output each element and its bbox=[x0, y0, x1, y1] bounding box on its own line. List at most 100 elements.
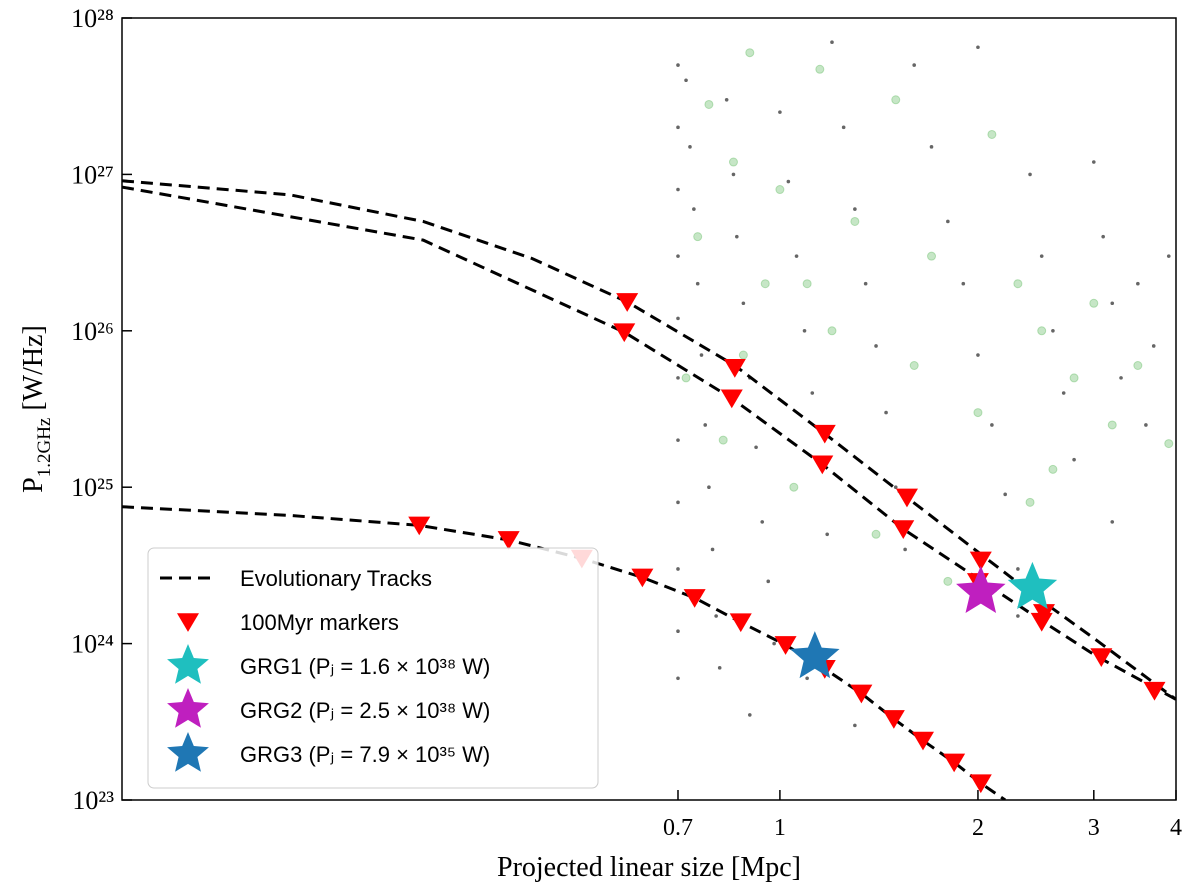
highlight-point bbox=[681, 373, 691, 383]
source-point bbox=[684, 78, 688, 83]
x-tick-label: 4 bbox=[1170, 815, 1182, 841]
source-point bbox=[710, 547, 715, 552]
highlight-point bbox=[728, 157, 738, 167]
highlight-point bbox=[1164, 439, 1174, 449]
source-point bbox=[717, 666, 722, 670]
legend-star bbox=[167, 732, 209, 772]
source-point bbox=[692, 207, 696, 211]
legend-triangle bbox=[177, 613, 199, 632]
highlight-point bbox=[827, 326, 837, 336]
source-point bbox=[1051, 329, 1055, 333]
source-point bbox=[676, 676, 680, 681]
highlight-point bbox=[738, 350, 748, 360]
highlight-point bbox=[1133, 360, 1143, 370]
x-axis-label: Projected linear size [Mpc] bbox=[497, 852, 801, 883]
age-marker bbox=[729, 613, 752, 633]
source-point bbox=[676, 629, 680, 634]
source-point bbox=[912, 63, 916, 67]
grg-star bbox=[1007, 561, 1058, 609]
age-marker bbox=[892, 520, 915, 539]
highlight-point bbox=[943, 576, 953, 586]
source-point bbox=[893, 485, 898, 490]
source-point bbox=[676, 500, 680, 505]
highlight-point bbox=[802, 279, 812, 289]
grg-star bbox=[956, 565, 1006, 613]
source-point bbox=[1144, 423, 1148, 427]
source-point bbox=[676, 63, 680, 67]
source-point bbox=[676, 438, 680, 442]
source-point bbox=[841, 125, 846, 130]
highlight-point bbox=[1025, 497, 1035, 507]
highlight-point bbox=[973, 408, 983, 418]
age-marker bbox=[497, 531, 520, 550]
y-tick-label: 10²⁶ bbox=[71, 317, 114, 346]
source-point bbox=[805, 676, 809, 681]
legend-label: 100Myr markers bbox=[240, 610, 399, 635]
age-marker bbox=[720, 389, 743, 409]
highlight-point bbox=[1089, 298, 1099, 308]
highlight-point bbox=[909, 360, 919, 370]
source-point bbox=[1016, 614, 1020, 618]
source-point bbox=[1110, 520, 1115, 524]
source-point bbox=[676, 376, 680, 380]
source-point bbox=[735, 234, 739, 239]
age-marker bbox=[943, 753, 966, 773]
source-point bbox=[676, 254, 680, 258]
highlight-point bbox=[745, 48, 755, 58]
y-tick-label: 10²³ bbox=[72, 786, 114, 815]
x-tick-label: 3 bbox=[1088, 815, 1100, 841]
legend-star bbox=[167, 644, 209, 684]
age-marker bbox=[811, 455, 834, 475]
highlight-point bbox=[760, 279, 770, 289]
highlight-point bbox=[1069, 373, 1079, 383]
age-marker bbox=[813, 424, 836, 444]
source-point bbox=[794, 254, 799, 258]
source-point bbox=[1110, 301, 1115, 306]
source-point bbox=[1072, 457, 1076, 462]
source-point bbox=[724, 97, 729, 102]
y-label-main: P bbox=[18, 477, 49, 493]
source-point bbox=[853, 207, 857, 211]
y-axis-label: P1.2GHz [W/Hz] bbox=[18, 325, 55, 493]
source-point bbox=[688, 145, 692, 149]
source-point bbox=[1119, 376, 1123, 380]
age-marker bbox=[911, 731, 934, 751]
highlight-point bbox=[693, 232, 703, 242]
source-point bbox=[714, 614, 718, 618]
highlight-point bbox=[871, 529, 881, 539]
source-point bbox=[707, 485, 711, 490]
source-point bbox=[874, 344, 878, 348]
age-marker bbox=[1143, 681, 1166, 701]
plot-area bbox=[122, 40, 1176, 800]
source-point bbox=[754, 445, 758, 450]
age-marker bbox=[613, 323, 636, 343]
source-point bbox=[825, 532, 829, 537]
legend-star bbox=[167, 688, 209, 728]
evolutionary-track bbox=[122, 505, 1007, 800]
age-marker bbox=[683, 589, 706, 608]
highlight-point bbox=[1107, 420, 1117, 430]
source-point bbox=[699, 353, 704, 357]
age-marker bbox=[895, 488, 918, 508]
source-point bbox=[778, 110, 782, 114]
source-point bbox=[1166, 254, 1171, 258]
y-label-sub: 1.2GHz bbox=[34, 418, 55, 478]
highlight-point bbox=[718, 435, 728, 445]
source-point bbox=[772, 641, 776, 646]
age-marker bbox=[882, 710, 905, 729]
highlight-point bbox=[891, 95, 901, 105]
highlight-point bbox=[704, 99, 714, 109]
age-marker bbox=[723, 358, 746, 378]
x-tick-label: 2 bbox=[972, 815, 984, 841]
highlight-point bbox=[1013, 279, 1023, 289]
source-point bbox=[1061, 391, 1066, 395]
source-point bbox=[830, 40, 834, 45]
source-point bbox=[990, 423, 994, 427]
source-point bbox=[961, 281, 966, 286]
source-point bbox=[853, 723, 857, 728]
age-marker bbox=[969, 774, 992, 794]
highlight-point bbox=[850, 216, 860, 226]
source-point bbox=[810, 391, 815, 395]
